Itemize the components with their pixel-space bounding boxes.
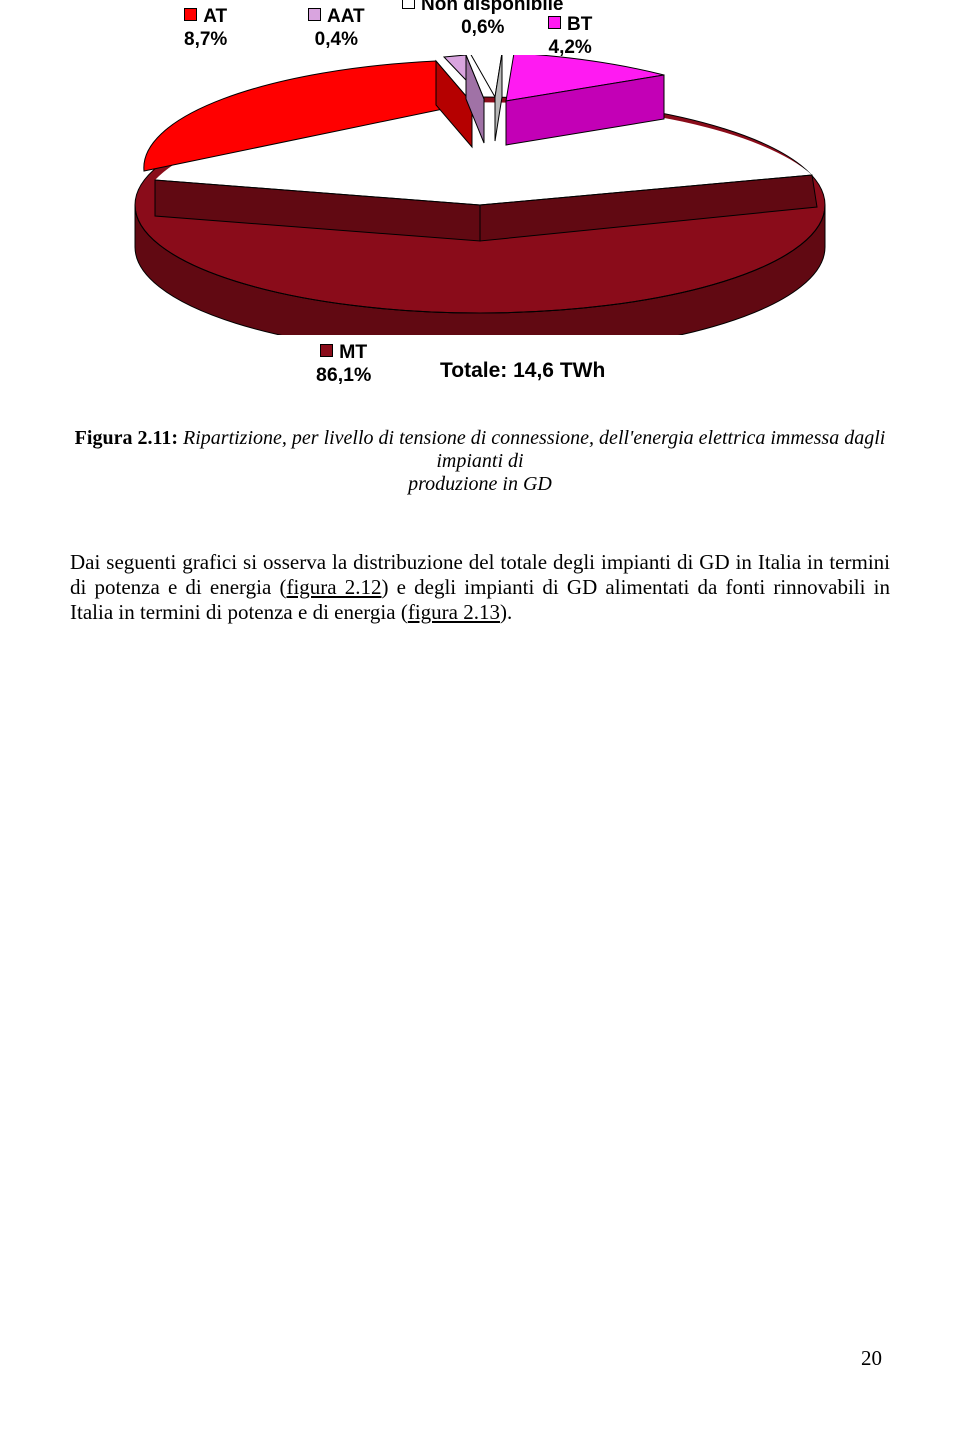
figure-caption: Figura 2.11: Ripartizione, per livello d… (70, 427, 890, 496)
legend-value-aat: 0,4% (308, 29, 365, 52)
legend-value-at: 8,7% (184, 29, 227, 52)
legend-item-aat: AAT 0,4% (308, 6, 365, 52)
legend-item-bt: BT 4,2% (548, 14, 592, 60)
para-part3: ). (500, 600, 512, 624)
legend-label-nondisp: Non disponibile (421, 0, 564, 15)
legend-label-aat: AAT (327, 6, 365, 27)
legend-item-mt: MT 86,1% (316, 341, 371, 388)
legend-swatch-at (184, 8, 197, 21)
legend-item-at: AT 8,7% (184, 6, 227, 52)
legend-swatch-aat (308, 8, 321, 21)
legend-swatch-bt (548, 16, 561, 29)
legend-label-bt: BT (567, 14, 592, 35)
legend-value-nondisp: 0,6% (402, 17, 564, 40)
caption-lead: Figura 2.11: (75, 427, 178, 449)
legend-swatch-nondisp (402, 0, 415, 9)
caption-line2: produzione in GD (408, 473, 552, 495)
legend-item-nondisp: Non disponibile 0,6% (402, 0, 564, 40)
caption-line1: Ripartizione, per livello di tensione di… (178, 427, 885, 472)
legend-label-mt: MT (339, 341, 367, 363)
pie-chart (100, 55, 860, 335)
legend-label-at: AT (203, 6, 227, 27)
chart-total: Totale: 14,6 TWh (440, 359, 605, 383)
chart-legend-bottom: MT 86,1% Totale: 14,6 TWh (70, 341, 890, 401)
legend-value-mt: 86,1% (316, 364, 371, 387)
pie-chart-svg (100, 55, 860, 335)
figure-link-213[interactable]: figura 2.13 (408, 600, 500, 624)
figure-link-212[interactable]: figura 2.12 (286, 575, 381, 599)
body-paragraph: Dai seguenti grafici si osserva la distr… (70, 550, 890, 626)
page-number: 20 (861, 1346, 882, 1371)
legend-swatch-mt (320, 344, 333, 357)
chart-legend-top: AT 8,7% AAT 0,4% Non disponibile 0,6% BT… (70, 0, 890, 55)
